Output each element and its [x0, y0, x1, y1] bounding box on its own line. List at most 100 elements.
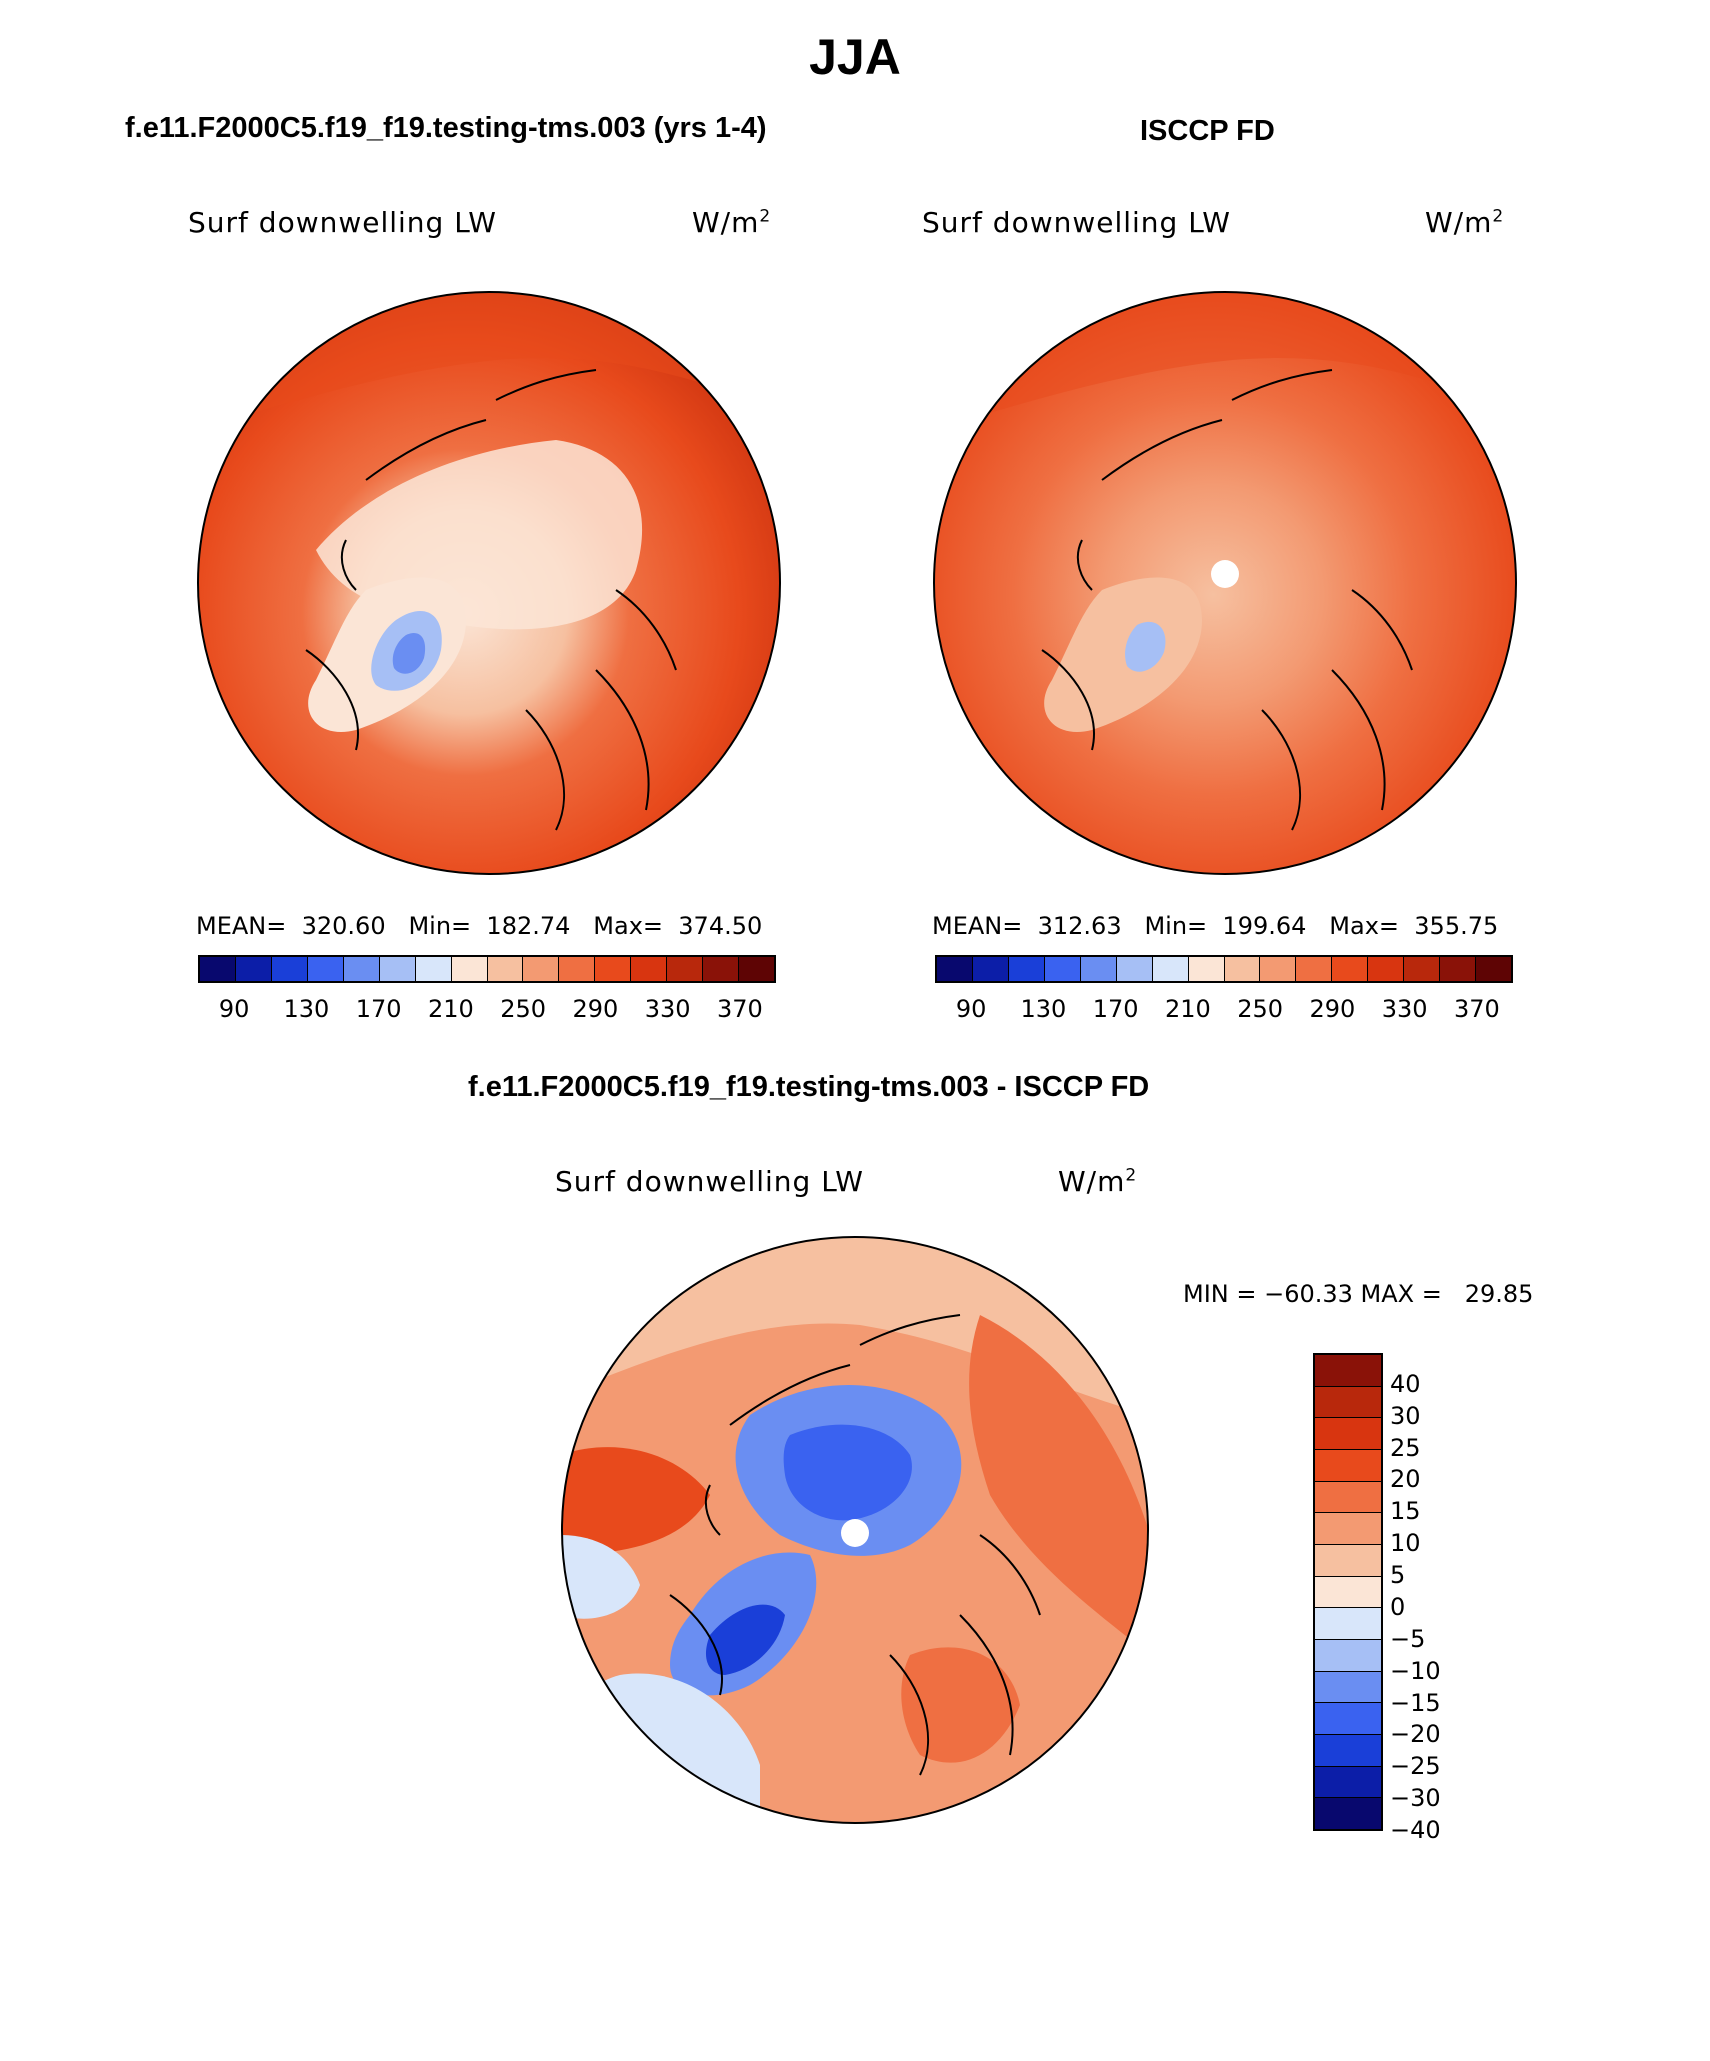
model-colorbar-ticks: 90 130 170 210 250 290 330 370: [198, 995, 776, 1025]
greenland-min-region: [392, 632, 426, 674]
colorbar-swatch: [1008, 957, 1045, 981]
model-units-label: W/m2: [692, 206, 772, 239]
colorbar-tick-label: 5: [1390, 1561, 1406, 1590]
obs-panel-title: ISCCP FD: [1140, 115, 1275, 147]
colorbar-swatch: [1368, 957, 1405, 981]
diff-west-slight-negative: [562, 1535, 640, 1619]
colorbar-swatch: [343, 957, 380, 981]
colorbar-tick-label: 90: [218, 995, 250, 1023]
colorbar-swatch: [1332, 957, 1369, 981]
colorbar-tick-label: 170: [1092, 995, 1139, 1023]
colorbar-swatch: [1044, 957, 1081, 981]
colorbar-tick-label: 20: [1390, 1465, 1421, 1494]
colorbar-swatch: [972, 957, 1009, 981]
colorbar-swatch: [1404, 957, 1441, 981]
colorbar-swatch: [631, 957, 668, 981]
model-colorbar: [198, 955, 776, 983]
obs-stats: MEAN= 312.63 Min= 199.64 Max= 355.75: [932, 912, 1499, 940]
colorbar-swatch: [1080, 957, 1117, 981]
colorbar-swatch: [1315, 1545, 1381, 1577]
diff-coastlines: [669, 1314, 1041, 1776]
colorbar-swatch: [1315, 1576, 1381, 1609]
colorbar-tick-label: 130: [1020, 995, 1067, 1023]
colorbar-tick-label: −15: [1390, 1688, 1441, 1717]
colorbar-swatch: [379, 957, 416, 981]
colorbar-swatch: [667, 957, 704, 981]
colorbar-tick-label: 250: [500, 995, 547, 1023]
diff-greenland-strong-negative: [705, 1604, 785, 1675]
colorbar-tick-label: −25: [1390, 1752, 1441, 1781]
diff-units-label: W/m2: [1058, 1165, 1138, 1198]
colorbar-tick-label: 170: [355, 995, 402, 1023]
obs-colorbar: [935, 955, 1513, 983]
diff-colorbar-ticks: 40 30 25 20 15 10 5 0 −5 −10 −15 −20 −25 −30 −40: [1390, 1353, 1510, 1844]
model-panel-title: f.e11.F2000C5.f19_f19.testing-tms.003 (y…: [125, 112, 767, 144]
colorbar-swatch: [1315, 1481, 1381, 1514]
diff-pole-missing: [841, 1519, 869, 1547]
colorbar-tick-label: 370: [1453, 995, 1500, 1023]
diff-colorbar: [1313, 1353, 1383, 1831]
colorbar-tick-label: −10: [1390, 1656, 1441, 1685]
diff-minmax: MIN = −60.33 MAX = 29.85: [1183, 1280, 1534, 1308]
diff-polar-map: [561, 1236, 1149, 1824]
colorbar-tick-label: 210: [427, 995, 474, 1023]
colorbar-swatch: [1296, 957, 1333, 981]
colorbar-swatch: [307, 957, 344, 981]
model-stats: MEAN= 320.60 Min= 182.74 Max= 374.50: [196, 912, 763, 940]
colorbar-swatch: [595, 957, 632, 981]
model-polar-map: [197, 291, 781, 875]
colorbar-tick-label: 250: [1237, 995, 1284, 1023]
colorbar-swatch: [451, 957, 488, 981]
colorbar-tick-label: 370: [716, 995, 763, 1023]
colorbar-swatch: [271, 957, 308, 981]
diff-panel-title: f.e11.F2000C5.f19_f19.testing-tms.003 - …: [468, 1071, 1150, 1103]
colorbar-swatch: [200, 957, 236, 981]
colorbar-swatch: [1315, 1513, 1381, 1546]
diff-variable-label: Surf downwelling LW: [555, 1165, 864, 1198]
obs-colorbar-ticks: 90 130 170 210 250 290 330 370: [935, 995, 1513, 1025]
colorbar-swatch: [487, 957, 524, 981]
colorbar-tick-label: −20: [1390, 1720, 1441, 1749]
diff-warm-east: [969, 1315, 1148, 1655]
colorbar-swatch: [1315, 1640, 1381, 1672]
model-coastlines: [305, 369, 677, 831]
obs-coastlines: [1041, 369, 1413, 831]
colorbar-tick-label: 15: [1390, 1497, 1421, 1526]
colorbar-swatch: [1315, 1703, 1381, 1736]
colorbar-swatch: [1315, 1450, 1381, 1482]
colorbar-tick-label: −40: [1390, 1816, 1441, 1844]
colorbar-tick-label: 25: [1390, 1433, 1421, 1462]
colorbar-swatch: [1152, 957, 1189, 981]
colorbar-swatch: [1315, 1608, 1381, 1641]
colorbar-swatch: [235, 957, 272, 981]
colorbar-swatch: [1315, 1671, 1381, 1704]
colorbar-tick-label: 0: [1390, 1592, 1406, 1621]
colorbar-swatch: [1224, 957, 1261, 981]
colorbar-swatch: [1315, 1386, 1381, 1419]
colorbar-tick-label: 90: [955, 995, 987, 1023]
model-variable-label: Surf downwelling LW: [188, 206, 497, 239]
colorbar-swatch: [1315, 1735, 1381, 1767]
diff-map-border: [561, 1236, 1149, 1824]
colorbar-tick-label: 130: [283, 995, 330, 1023]
colorbar-tick-label: 30: [1390, 1401, 1421, 1430]
colorbar-swatch: [1315, 1355, 1381, 1387]
colorbar-swatch: [937, 957, 973, 981]
diff-light-band: [562, 1237, 1148, 1415]
colorbar-swatch: [559, 957, 596, 981]
colorbar-tick-label: −5: [1390, 1624, 1426, 1653]
obs-variable-label: Surf downwelling LW: [922, 206, 1231, 239]
colorbar-swatch: [415, 957, 452, 981]
colorbar-swatch: [1315, 1418, 1381, 1451]
obs-units-label: W/m2: [1425, 206, 1505, 239]
obs-map-border: [933, 291, 1517, 875]
model-map-border: [197, 291, 781, 875]
diff-warm-west: [562, 1447, 710, 1555]
colorbar-tick-label: 330: [644, 995, 691, 1023]
colorbar-swatch: [1188, 957, 1225, 981]
colorbar-tick-label: 330: [1381, 995, 1428, 1023]
colorbar-tick-label: 210: [1164, 995, 1211, 1023]
figure-title: JJA: [809, 29, 901, 85]
colorbar-tick-label: 290: [572, 995, 619, 1023]
colorbar-swatch: [523, 957, 560, 981]
